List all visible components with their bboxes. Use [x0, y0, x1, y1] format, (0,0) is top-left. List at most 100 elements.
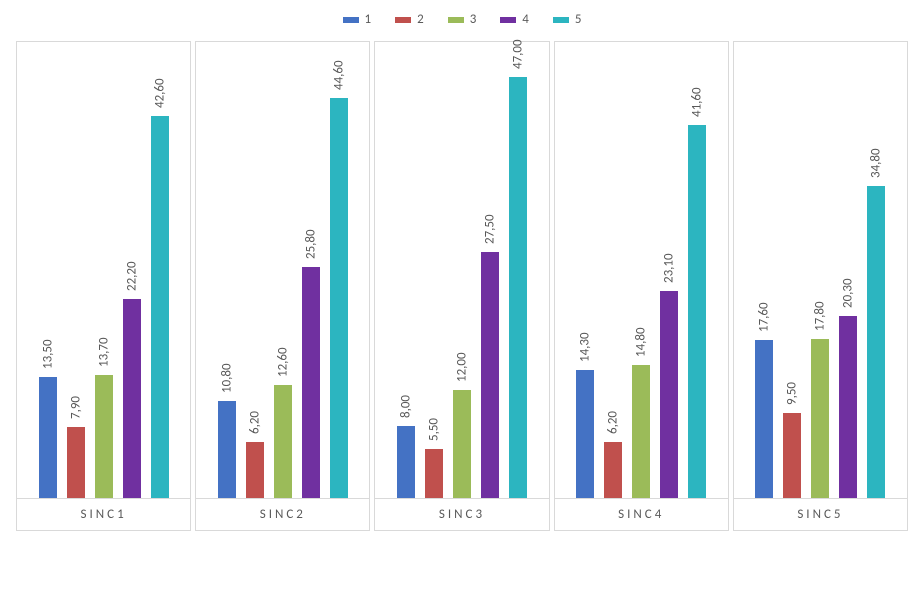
bar-wrap: 13,50 — [39, 377, 57, 498]
bar — [218, 401, 236, 498]
bar — [839, 316, 857, 498]
bar-wrap: 34,80 — [867, 186, 885, 498]
bar — [425, 449, 443, 498]
bar-wrap: 13,70 — [95, 375, 113, 498]
bar-wrap: 25,80 — [302, 267, 320, 498]
bar-value-label: 7,90 — [68, 396, 83, 419]
bar — [660, 291, 678, 498]
legend-item: 2 — [395, 12, 424, 27]
bar — [123, 299, 141, 498]
bar-wrap: 12,60 — [274, 385, 292, 498]
category-label: SINC5 — [734, 498, 907, 530]
bar-value-label: 6,20 — [247, 411, 262, 434]
legend-swatch — [553, 17, 569, 23]
panel-plot: 8,00 5,50 12,00 27,50 47,00 — [375, 42, 548, 498]
bar-value-label: 12,00 — [455, 352, 470, 382]
bar-value-label: 10,80 — [219, 363, 234, 393]
bar — [755, 340, 773, 498]
panel-plot: 10,80 6,20 12,60 25,80 44,60 — [196, 42, 369, 498]
bar-value-label: 14,80 — [634, 327, 649, 357]
panel: 8,00 5,50 12,00 27,50 47,00 SINC3 — [374, 41, 549, 531]
bar — [867, 186, 885, 498]
bar-value-label: 17,60 — [757, 302, 772, 332]
bar — [688, 125, 706, 498]
bar-value-label: 44,60 — [331, 60, 346, 90]
bar-value-label: 42,60 — [152, 78, 167, 108]
bar-value-label: 13,50 — [40, 339, 55, 369]
bar-wrap: 12,00 — [453, 390, 471, 498]
legend-swatch — [343, 17, 359, 23]
bar-value-label: 25,80 — [303, 229, 318, 259]
bar-value-label: 47,00 — [511, 39, 526, 69]
bar-value-label: 34,80 — [869, 148, 884, 178]
bar-wrap: 23,10 — [660, 291, 678, 498]
bar — [453, 390, 471, 498]
legend-label: 4 — [522, 12, 529, 27]
bar — [151, 116, 169, 498]
bar-value-label: 17,80 — [813, 301, 828, 331]
bar-value-label: 22,20 — [124, 261, 139, 291]
legend-label: 1 — [365, 12, 372, 27]
bar — [302, 267, 320, 498]
bar-wrap: 10,80 — [218, 401, 236, 498]
bar-wrap: 8,00 — [397, 426, 415, 498]
bar — [783, 413, 801, 498]
bar-wrap: 44,60 — [330, 98, 348, 498]
panel: 13,507,9013,7022,2042,60SINC1 — [16, 41, 191, 531]
bar-chart: 12345 13,507,9013,7022,2042,60SINC110,80… — [0, 0, 924, 590]
bar — [274, 385, 292, 498]
bar-wrap: 14,30 — [576, 370, 594, 498]
panel-plot: 17,60 9,50 17,80 20,30 34,80 — [734, 42, 907, 498]
bar-value-label: 13,70 — [96, 337, 111, 367]
bar-value-label: 27,50 — [483, 214, 498, 244]
bar — [397, 426, 415, 498]
legend-swatch — [395, 17, 411, 23]
legend-label: 3 — [470, 12, 477, 27]
bar-wrap: 14,80 — [632, 365, 650, 498]
bar — [632, 365, 650, 498]
panel-plot: 13,50 7,90 13,70 22,20 42,60 — [17, 42, 190, 498]
bar-wrap: 9,50 — [783, 413, 801, 498]
bar-value-label: 12,60 — [275, 347, 290, 377]
bar-value-label: 6,20 — [606, 411, 621, 434]
legend-item: 3 — [448, 12, 477, 27]
bar-value-label: 23,10 — [662, 253, 677, 283]
panel: 10,806,2012,6025,8044,60SINC2 — [195, 41, 370, 531]
legend-label: 2 — [417, 12, 424, 27]
panel: 17,609,5017,8020,3034,80SINC5 — [733, 41, 908, 531]
legend-swatch — [448, 17, 464, 23]
legend-swatch — [500, 17, 516, 23]
bar-value-label: 8,00 — [399, 395, 414, 418]
bar — [509, 77, 527, 498]
bar-wrap: 41,60 — [688, 125, 706, 498]
bar — [330, 98, 348, 498]
bar-value-label: 9,50 — [785, 382, 800, 405]
bar — [811, 339, 829, 498]
bar — [576, 370, 594, 498]
bar-wrap: 20,30 — [839, 316, 857, 498]
category-label: SINC4 — [555, 498, 728, 530]
bar — [95, 375, 113, 498]
bar — [67, 427, 85, 498]
bar-wrap: 42,60 — [151, 116, 169, 498]
bar-wrap: 17,80 — [811, 339, 829, 498]
category-label: SINC1 — [17, 498, 190, 530]
bar-value-label: 20,30 — [841, 278, 856, 308]
bar-wrap: 22,20 — [123, 299, 141, 498]
bar-value-label: 14,30 — [578, 332, 593, 362]
panel-plot: 14,30 6,20 14,80 23,10 41,60 — [555, 42, 728, 498]
panel: 14,30 6,20 14,80 23,10 41,60SINC4 — [554, 41, 729, 531]
plot-area: 13,507,9013,7022,2042,60SINC110,806,2012… — [16, 41, 908, 531]
bar-wrap: 6,20 — [246, 442, 264, 498]
legend: 1 2 3 4 5 — [16, 12, 908, 27]
bar-wrap: 17,60 — [755, 340, 773, 498]
bar-wrap: 6,20 — [604, 442, 622, 498]
legend-label: 5 — [575, 12, 582, 27]
legend-item: 4 — [500, 12, 529, 27]
category-label: SINC3 — [375, 498, 548, 530]
bar-wrap: 27,50 — [481, 252, 499, 498]
category-label: SINC2 — [196, 498, 369, 530]
bar — [481, 252, 499, 498]
legend-item: 5 — [553, 12, 582, 27]
bar-value-label: 5,50 — [427, 418, 442, 441]
